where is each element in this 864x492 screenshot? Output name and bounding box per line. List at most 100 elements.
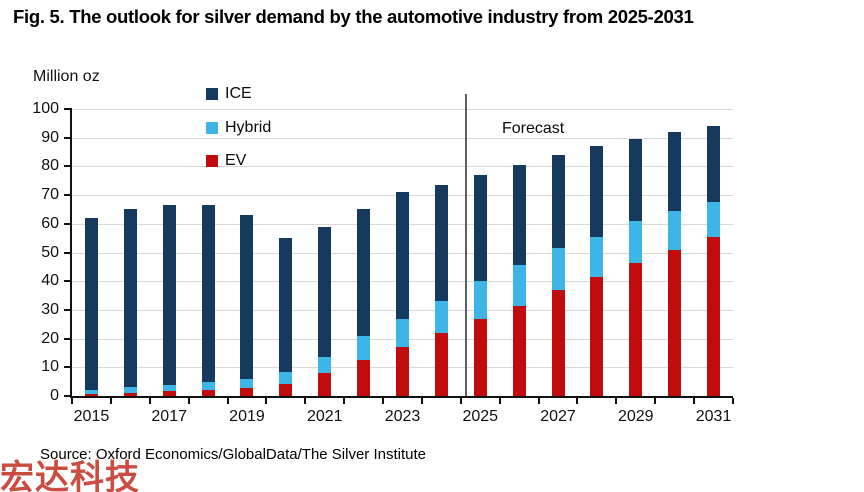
bar-segment-hybrid-2019 — [240, 378, 254, 388]
x-axis-tick — [187, 398, 190, 404]
bar-segment-hybrid-2021 — [318, 356, 332, 374]
y-axis-tick — [64, 308, 71, 311]
y-axis-tick — [64, 395, 71, 397]
x-axis-line — [70, 396, 733, 398]
bar-segment-ev-2023 — [396, 347, 409, 396]
bar-segment-hybrid-2018 — [201, 382, 215, 390]
bar-segment-ev-2021 — [318, 373, 332, 396]
bar-segment-hybrid-2027 — [551, 248, 565, 290]
legend-item-ev: EV — [206, 152, 247, 169]
bar-segment-hybrid-2022 — [357, 335, 371, 360]
bar-segment-ev-2026 — [512, 305, 526, 396]
legend-label: EV — [225, 152, 247, 169]
bar-segment-ev-2027 — [551, 289, 565, 396]
y-tick-label: 100 — [32, 100, 59, 117]
x-axis-tick — [615, 398, 618, 404]
x-axis-tick — [498, 398, 501, 404]
bar-segment-hybrid-2024 — [434, 301, 448, 334]
gridline — [72, 109, 733, 110]
y-axis-tick — [64, 251, 71, 254]
x-axis-tick — [304, 398, 307, 404]
x-axis-tick — [693, 398, 696, 404]
bar-segment-hybrid-2028 — [590, 236, 604, 277]
x-axis-tick — [148, 398, 151, 404]
x-axis-tick — [109, 398, 112, 404]
legend-item-hybrid: Hybrid — [206, 118, 272, 136]
x-axis-tick — [537, 398, 540, 404]
legend-swatch-ev — [206, 155, 218, 167]
bar-segment-ice-2015 — [84, 218, 98, 390]
y-tick-label: 80 — [41, 157, 59, 175]
x-axis-tick — [226, 398, 229, 404]
y-tick-label: 50 — [41, 243, 59, 261]
bar-segment-ice-2030 — [668, 131, 682, 211]
bar-segment-ice-2021 — [318, 226, 332, 357]
x-tick-label: 2029 — [617, 408, 654, 425]
y-axis-line — [70, 108, 72, 398]
bar-segment-ice-2017 — [162, 205, 176, 385]
y-axis-tick — [64, 366, 71, 369]
figure-title: Fig. 5. The outlook for silver demand by… — [13, 6, 694, 27]
x-axis-tick — [576, 398, 579, 404]
y-axis-tick — [64, 222, 71, 225]
y-tick-label: 70 — [41, 186, 59, 204]
y-axis-tick — [64, 165, 71, 168]
bar-segment-hybrid-2030 — [668, 210, 682, 250]
bar-segment-hybrid-2017 — [162, 384, 176, 391]
gridline — [72, 137, 733, 139]
x-axis-tick — [343, 398, 346, 404]
bar-segment-ev-2016 — [123, 392, 137, 396]
bar-segment-ev-2025 — [473, 318, 487, 396]
plot-area: Forecast 0 10 20 30 40 50 60 70 80 90 100 2015 2017 2… — [32, 94, 734, 425]
bar-segment-ev-2024 — [434, 333, 448, 396]
x-axis-tick — [654, 398, 657, 404]
y-tick-label: 40 — [41, 272, 59, 290]
bar-segment-hybrid-2020 — [279, 371, 293, 384]
x-tick-label: 2019 — [229, 408, 265, 425]
x-axis-tick — [382, 398, 385, 404]
legend-swatch-ice — [206, 88, 218, 100]
bar-segment-hybrid-2023 — [396, 318, 409, 348]
source-text: Source: Oxford Economics/GlobalData/The … — [40, 446, 427, 463]
x-axis-tick — [420, 398, 423, 404]
bar-segment-ice-2024 — [434, 185, 448, 302]
bar-segment-hybrid-2026 — [512, 265, 526, 306]
x-tick-label: 2023 — [384, 408, 421, 425]
bar-segment-ev-2017 — [162, 390, 176, 396]
gridline — [72, 166, 733, 168]
y-tick-label: 90 — [41, 128, 59, 146]
bar-segment-ice-2018 — [201, 205, 215, 383]
bar-segment-ev-2018 — [201, 389, 215, 396]
x-tick-label: 2031 — [695, 408, 732, 425]
x-axis-tick — [459, 398, 462, 404]
forecast-divider-line — [464, 94, 467, 396]
x-tick-label: 2015 — [73, 408, 110, 425]
y-axis-tick — [64, 108, 71, 110]
y-tick-label: 20 — [41, 329, 59, 347]
y-axis-tick — [64, 280, 71, 283]
y-tick-label: 10 — [41, 358, 59, 376]
bar-segment-ice-2029 — [629, 139, 643, 221]
bar-segment-ev-2022 — [357, 359, 371, 396]
bar-segment-hybrid-2015 — [84, 389, 98, 394]
y-tick-label: 0 — [50, 387, 59, 404]
legend-label: Hybrid — [225, 118, 272, 136]
x-tick-label: 2025 — [462, 408, 499, 425]
legend-label: ICE — [225, 85, 252, 102]
x-tick-label: 2027 — [540, 408, 576, 425]
bar-segment-ice-2031 — [707, 126, 721, 203]
bar-segment-ev-2029 — [629, 262, 643, 396]
bar-segment-ev-2030 — [668, 249, 682, 396]
x-tick-label: 2021 — [306, 408, 343, 425]
bar-segment-ice-2028 — [590, 146, 604, 237]
x-tick-label: 2017 — [151, 408, 187, 425]
bar-segment-hybrid-2031 — [707, 202, 721, 237]
forecast-label: Forecast — [502, 120, 565, 137]
y-axis-tick — [64, 136, 71, 139]
bar-segment-ev-2020 — [279, 383, 293, 396]
bar-segment-ice-2020 — [279, 238, 293, 372]
bar-segment-ev-2019 — [240, 387, 254, 396]
bar-segment-ice-2026 — [512, 164, 526, 266]
legend-item-ice: ICE — [206, 85, 252, 102]
x-axis-tick — [71, 398, 73, 404]
